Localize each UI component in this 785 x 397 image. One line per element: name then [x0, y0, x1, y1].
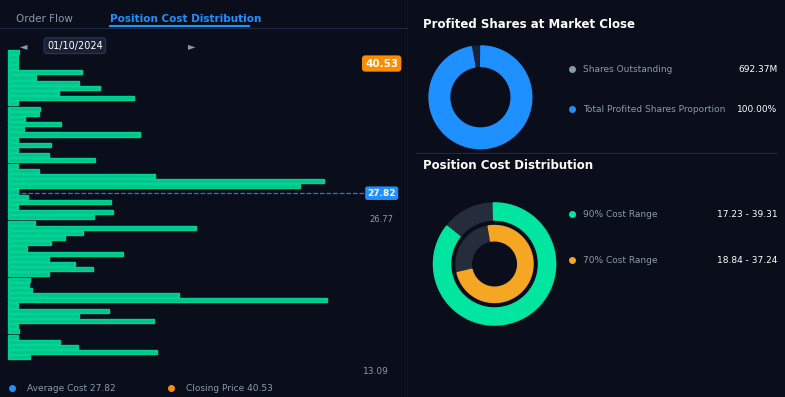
Text: 18.84 - 37.24: 18.84 - 37.24: [717, 256, 777, 264]
Bar: [8, 195, 28, 199]
Text: Closing Price 40.53: Closing Price 40.53: [186, 384, 272, 393]
Text: Position Cost Distribution: Position Cost Distribution: [110, 14, 261, 24]
Bar: [8, 288, 32, 292]
Bar: [8, 112, 39, 116]
Bar: [8, 221, 35, 225]
Text: Shares Outstanding: Shares Outstanding: [583, 65, 673, 74]
Bar: [8, 314, 79, 318]
Bar: [8, 205, 18, 209]
Bar: [8, 158, 95, 162]
Bar: [8, 247, 27, 251]
Text: Profited Shares at Market Close: Profited Shares at Market Close: [423, 18, 635, 31]
Bar: [8, 252, 123, 256]
Bar: [8, 335, 18, 339]
Bar: [8, 60, 18, 64]
Bar: [8, 148, 18, 152]
Bar: [8, 200, 111, 204]
Bar: [8, 81, 78, 85]
Bar: [8, 122, 60, 126]
Text: 13.09: 13.09: [363, 367, 389, 376]
Bar: [8, 257, 49, 261]
Bar: [8, 340, 60, 344]
Text: 40.53: 40.53: [365, 58, 398, 69]
Text: Total Profited Shares Proportion: Total Profited Shares Proportion: [583, 105, 726, 114]
Bar: [8, 55, 18, 59]
Text: Average Cost 27.82: Average Cost 27.82: [27, 384, 115, 393]
Bar: [8, 308, 109, 313]
Bar: [8, 330, 19, 333]
Bar: [8, 350, 157, 354]
Text: Order Flow: Order Flow: [16, 14, 73, 24]
Bar: [8, 319, 155, 323]
Bar: [8, 226, 196, 230]
Bar: [8, 241, 51, 245]
Bar: [8, 174, 155, 178]
Polygon shape: [433, 203, 556, 325]
Bar: [8, 50, 19, 54]
Bar: [8, 96, 133, 100]
Bar: [8, 169, 38, 173]
Bar: [8, 184, 300, 188]
Bar: [8, 231, 83, 235]
Bar: [8, 236, 64, 240]
Bar: [8, 278, 30, 281]
Bar: [8, 210, 112, 214]
Text: ◄: ◄: [20, 40, 28, 51]
Bar: [8, 216, 94, 220]
Text: ►: ►: [188, 40, 195, 51]
Bar: [8, 133, 140, 137]
Text: 17.23 - 39.31: 17.23 - 39.31: [717, 210, 777, 219]
Polygon shape: [429, 46, 531, 148]
Bar: [8, 272, 49, 276]
Bar: [8, 189, 18, 193]
Text: 692.37M: 692.37M: [738, 65, 777, 74]
Polygon shape: [456, 225, 533, 303]
Text: 100.00%: 100.00%: [737, 105, 777, 114]
Polygon shape: [457, 225, 533, 303]
Bar: [8, 164, 18, 168]
Bar: [8, 262, 75, 266]
Bar: [8, 138, 18, 142]
Polygon shape: [433, 203, 556, 325]
Bar: [8, 86, 100, 90]
Bar: [8, 65, 18, 69]
Text: 01/10/2024: 01/10/2024: [47, 40, 103, 51]
Bar: [8, 117, 25, 121]
Text: 27.82: 27.82: [367, 189, 396, 198]
Bar: [8, 91, 59, 95]
Bar: [8, 293, 178, 297]
Polygon shape: [429, 46, 531, 148]
Bar: [8, 179, 323, 183]
Bar: [8, 324, 18, 328]
Bar: [8, 127, 24, 131]
Text: Position Cost Distribution: Position Cost Distribution: [423, 159, 593, 172]
Text: 90% Cost Range: 90% Cost Range: [583, 210, 658, 219]
Bar: [8, 303, 18, 308]
Bar: [8, 298, 327, 303]
Bar: [8, 101, 18, 106]
Bar: [8, 345, 78, 349]
Bar: [8, 106, 40, 111]
Text: 70% Cost Range: 70% Cost Range: [583, 256, 658, 264]
Bar: [8, 75, 35, 79]
Bar: [8, 355, 30, 359]
Bar: [8, 283, 29, 287]
Bar: [8, 70, 82, 74]
Bar: [8, 267, 93, 271]
Bar: [8, 143, 51, 147]
Text: 26.77: 26.77: [370, 215, 393, 224]
Bar: [8, 153, 49, 157]
